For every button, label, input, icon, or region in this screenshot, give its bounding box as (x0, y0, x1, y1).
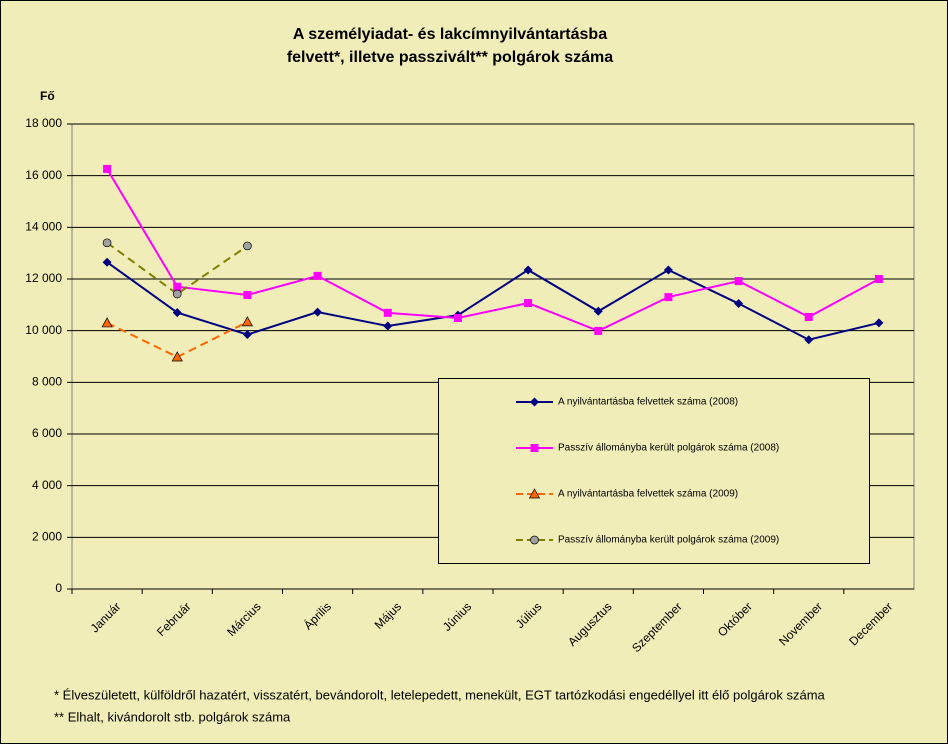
marker (530, 444, 539, 452)
marker (664, 293, 673, 302)
marker (874, 275, 883, 283)
marker (171, 351, 183, 362)
marker (313, 271, 322, 280)
marker (172, 308, 182, 318)
marker (243, 291, 252, 300)
y-tick-label: 6 000 (32, 426, 62, 440)
marker (524, 299, 533, 308)
marker (530, 397, 539, 407)
y-tick-label: 18 000 (25, 116, 62, 130)
marker (102, 238, 112, 248)
marker (242, 330, 252, 340)
marker (101, 317, 113, 328)
marker (523, 265, 533, 275)
y-tick-label: 14 000 (25, 220, 62, 234)
legend-label: Passzív állományba került polgárok száma… (558, 443, 779, 454)
y-tick-label: 10 000 (25, 323, 62, 337)
marker (383, 308, 392, 317)
marker (874, 318, 884, 328)
y-tick-label: 0 (55, 581, 62, 595)
marker (528, 488, 541, 499)
marker (241, 316, 254, 327)
marker (173, 282, 182, 291)
marker (734, 277, 743, 286)
marker (453, 314, 462, 323)
chart-title: felvett*, illetve passzivált** polgárok … (287, 49, 613, 66)
marker (383, 321, 393, 331)
marker (103, 164, 112, 173)
footnote: ** Elhalt, kivándorolt stb. polgárok szá… (54, 709, 291, 724)
y-tick-label: 2 000 (32, 530, 62, 544)
y-tick-label: 4 000 (32, 478, 62, 492)
y-tick-label: 12 000 (25, 271, 62, 285)
y-axis-label: Fő (40, 89, 55, 103)
y-tick-label: 16 000 (25, 168, 62, 182)
marker (804, 335, 814, 345)
legend (438, 378, 870, 564)
marker (663, 265, 673, 275)
marker (243, 241, 252, 251)
chart-title: A személyiadat- és lakcímnyilvántartásba (293, 26, 607, 43)
series-line (106, 242, 248, 296)
marker (594, 326, 603, 335)
marker (102, 257, 112, 267)
series-line (106, 261, 880, 341)
marker (313, 307, 323, 317)
legend-label: A nyilvántartásba felvettek száma (2008) (558, 397, 738, 408)
marker (804, 312, 813, 321)
series-line (106, 168, 880, 333)
legend-label: A nyilvántartásba felvettek száma (2009) (558, 489, 738, 500)
marker (593, 306, 603, 316)
marker (172, 289, 182, 299)
marker (530, 535, 539, 545)
y-tick-label: 8 000 (32, 375, 62, 389)
marker (734, 299, 744, 309)
legend-label: Passzív állományba került polgárok száma… (558, 535, 779, 546)
footnote: * Élveszületett, külföldről hazatért, vi… (54, 687, 826, 702)
